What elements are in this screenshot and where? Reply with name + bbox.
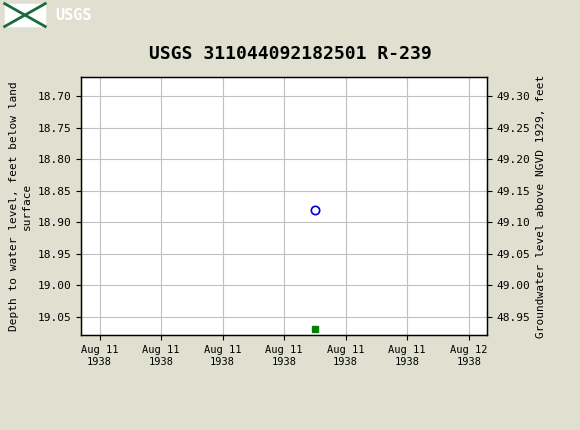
Text: USGS 311044092182501 R-239: USGS 311044092182501 R-239 (148, 45, 432, 63)
Y-axis label: Groundwater level above NGVD 1929, feet: Groundwater level above NGVD 1929, feet (536, 75, 546, 338)
Y-axis label: Depth to water level, feet below land
surface: Depth to water level, feet below land su… (9, 82, 32, 331)
Text: USGS: USGS (55, 8, 92, 22)
Bar (5, 3, 45, 27)
